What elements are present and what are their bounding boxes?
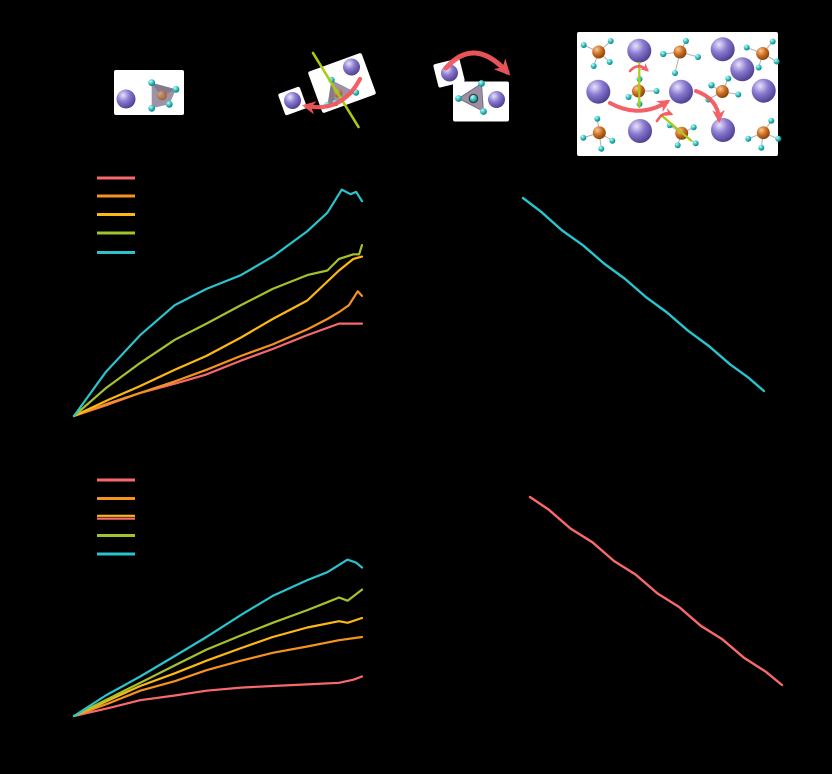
ligand-atom — [606, 59, 613, 65]
center-atom — [157, 90, 167, 101]
ligand-atom — [172, 85, 180, 93]
ligand-atom — [674, 142, 681, 149]
rotation-axis — [659, 113, 693, 142]
ligand-atom — [683, 38, 689, 44]
rotation-arrow — [302, 76, 363, 115]
center-atom — [673, 45, 687, 59]
chart-msd-top — [72, 176, 364, 418]
curve-green — [72, 244, 364, 418]
cation-atom — [628, 119, 652, 143]
center-atom — [592, 126, 606, 140]
cation-hop-arrow — [608, 100, 671, 113]
cation-atom — [710, 37, 735, 62]
ligand-atom — [769, 38, 776, 45]
center-atom — [592, 45, 606, 59]
ligand-atom — [745, 135, 752, 142]
center-atom — [756, 47, 770, 60]
ligand-atom — [773, 58, 780, 65]
ligand-atom — [580, 134, 587, 141]
ligand-atom — [690, 124, 697, 131]
ligand-atom — [480, 108, 487, 115]
rotation-axis — [311, 51, 360, 129]
anion-unit — [745, 117, 782, 151]
ligand-atom — [735, 91, 742, 98]
ligand-atom — [609, 137, 616, 144]
cation-atom — [751, 78, 776, 103]
cation-atom — [669, 79, 693, 104]
cation-atom — [284, 92, 301, 109]
panel-anion-reorientation — [433, 50, 511, 122]
curve-cyan — [521, 196, 766, 393]
curve-cyan — [72, 558, 364, 718]
ligand-atom — [598, 145, 605, 152]
ligand-atom — [758, 144, 765, 151]
curve-orange — [72, 635, 364, 718]
curve-green — [72, 588, 364, 718]
anion-unit — [580, 115, 616, 152]
chart-msd-bottom — [72, 478, 364, 718]
panel-anion-rotation-axis — [278, 51, 376, 129]
cation-hop-arrow — [694, 89, 725, 123]
center-atom — [756, 126, 770, 140]
cation-atom — [627, 38, 652, 63]
rotation-arc — [628, 63, 649, 73]
curve-amber — [72, 255, 364, 418]
tetrahedron-face — [151, 82, 176, 97]
anion-unit — [580, 38, 614, 69]
ligand-atom — [743, 44, 750, 51]
curve-orange — [72, 290, 364, 418]
curve-cyan — [72, 188, 364, 418]
cation-atom — [711, 118, 735, 142]
ligand-atom — [455, 95, 462, 102]
center-atom — [715, 85, 729, 98]
ligand-atom — [653, 88, 660, 94]
cation-atom — [586, 79, 611, 104]
curve-amber — [72, 616, 364, 718]
ligand-atom — [148, 79, 156, 87]
curve-coral — [72, 675, 364, 718]
ligand-atom — [775, 135, 782, 142]
cation-atom — [730, 57, 755, 82]
chart-diffusivity-bottom — [528, 495, 784, 687]
anion-unit — [705, 75, 742, 103]
ligand-atom — [580, 42, 587, 48]
panel-ion-pair — [114, 70, 184, 115]
anion-unit — [743, 38, 780, 71]
rotation-arc — [655, 108, 674, 123]
tetrahedron-face — [327, 80, 336, 105]
reorientation-arrow — [443, 50, 511, 76]
cation-atom — [116, 89, 136, 109]
panel-lattice-paddlewheel — [577, 32, 782, 156]
ligand-atom — [478, 80, 485, 87]
apex-ligand-atom — [468, 93, 479, 104]
ligand-atom — [625, 94, 632, 100]
cation-atom — [343, 58, 360, 76]
ligand-atom — [148, 104, 156, 112]
ligand-atom — [708, 82, 715, 88]
ligand-atom — [660, 51, 667, 57]
ligand-atom — [725, 75, 732, 82]
ligand-atom — [672, 70, 678, 76]
ligand-atom — [594, 115, 601, 122]
curve-coral — [72, 322, 364, 418]
ligand-atom — [692, 140, 699, 147]
curve-coral — [528, 495, 784, 687]
ligand-atom — [607, 38, 614, 44]
ligand-atom — [695, 54, 701, 60]
ligand-atom — [590, 63, 597, 69]
cation-atom — [488, 91, 505, 108]
ligand-atom — [165, 100, 173, 108]
ligand-atom — [755, 64, 762, 71]
ligand-atom — [768, 117, 775, 124]
chart-diffusivity-top — [521, 196, 766, 393]
